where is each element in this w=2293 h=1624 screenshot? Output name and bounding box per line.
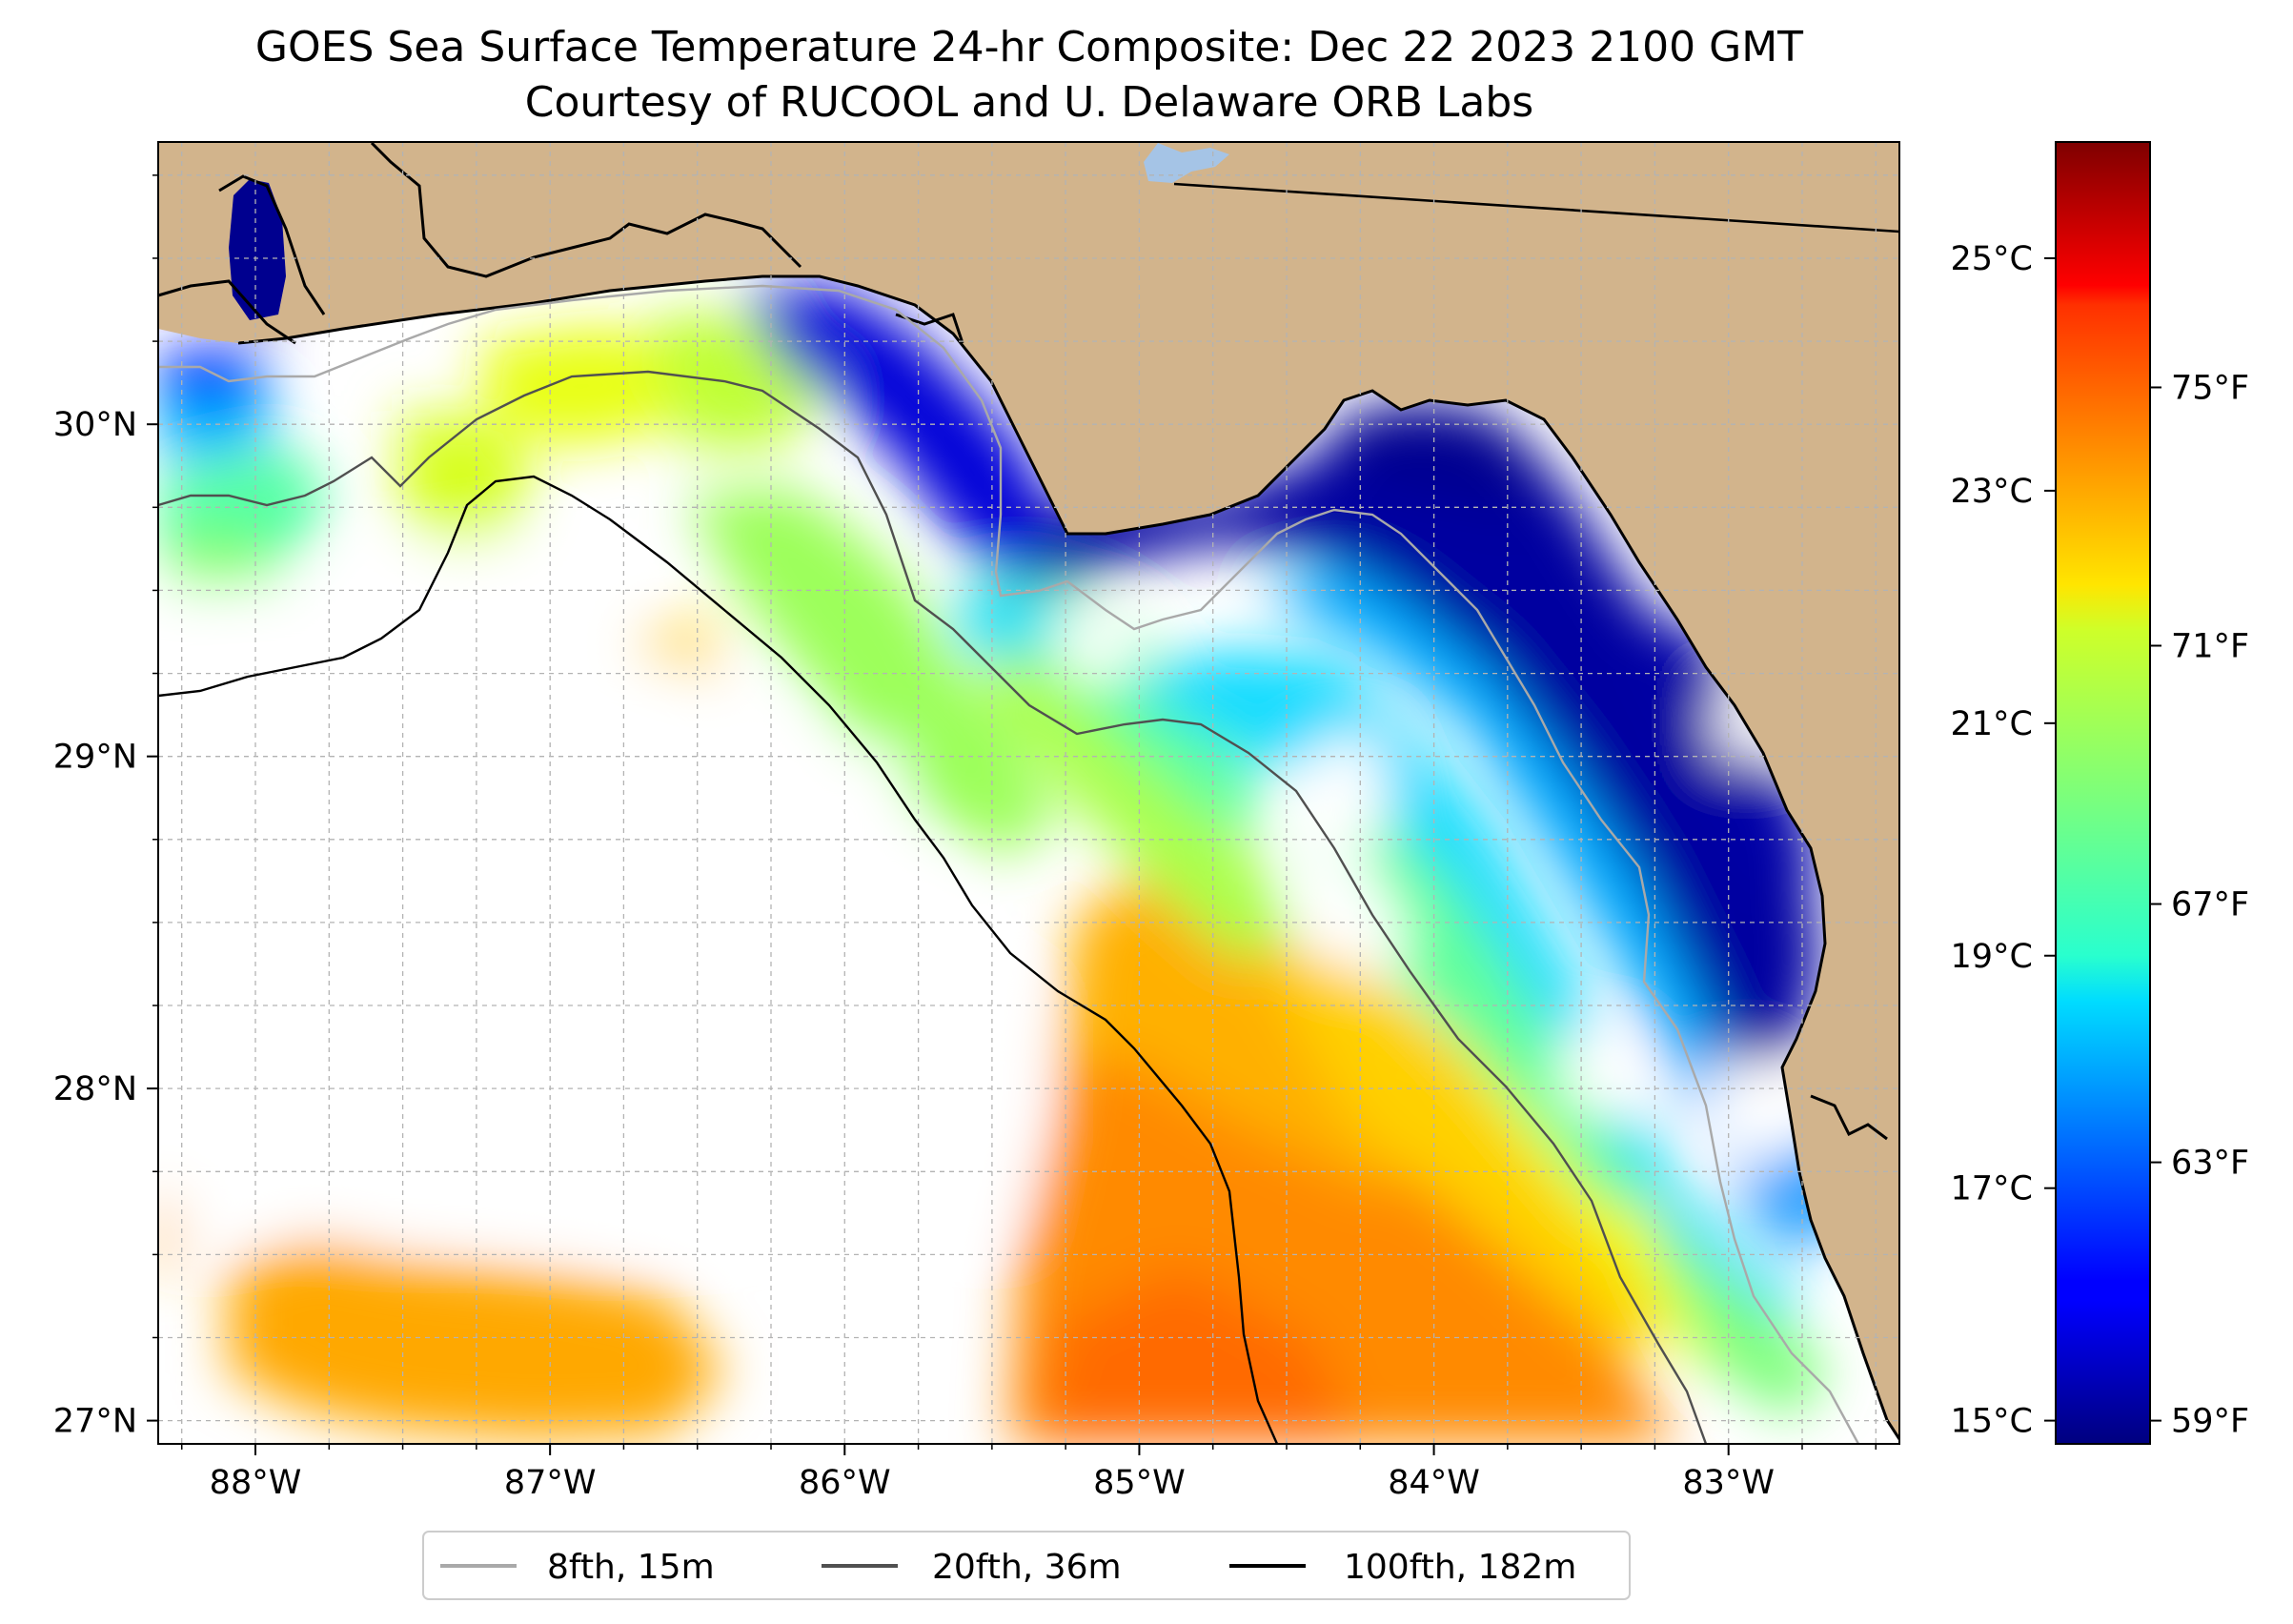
map-frame [157, 141, 1900, 1445]
fahrenheit-tick-label: 63°F [2171, 1145, 2249, 1183]
lon-tick-label: 85°W [1093, 1464, 1186, 1502]
colorbar-celsius-axis: 15°C 17°C 19°C 21°C 23°C 25°C [1951, 240, 2056, 1441]
lat-tick-label: 30°N [53, 406, 137, 444]
sst-nodata-holes [158, 534, 1792, 1239]
legend: 8fth, 15m 20fth, 36m 100fth, 182m [422, 1531, 1631, 1600]
celsius-tick-label: 25°C [1951, 240, 2033, 278]
lon-tick-label: 88°W [210, 1464, 302, 1502]
legend-label-20fth: 20fth, 36m [932, 1548, 1122, 1587]
sst-field [158, 181, 1887, 1444]
legend-label-8fth: 8fth, 15m [547, 1548, 715, 1587]
fahrenheit-tick-label: 59°F [2171, 1403, 2249, 1441]
fahrenheit-tick-label: 75°F [2171, 369, 2249, 407]
longitude-axis: 88°W 87°W 86°W 85°W 84°W 83°W [180, 1444, 1877, 1502]
land-north [158, 142, 1899, 1439]
lon-tick-label: 84°W [1388, 1464, 1480, 1502]
gridlines [158, 142, 1899, 1444]
map-title: GOES Sea Surface Temperature 24-hr Compo… [255, 23, 1803, 71]
isobath-20fth [158, 370, 1708, 1444]
lat-tick-label: 28°N [53, 1070, 137, 1108]
sst-map [158, 142, 1899, 1444]
lon-tick-label: 87°W [504, 1464, 597, 1502]
celsius-tick-label: 15°C [1951, 1403, 2033, 1441]
latitude-axis: 27°N 28°N 29°N 30°N [53, 174, 158, 1441]
legend-box [422, 1531, 1631, 1600]
isobath-lines [158, 284, 1860, 1444]
coastline [158, 142, 1899, 1440]
colorbar-gradient [2055, 141, 2151, 1445]
mobile-bay [229, 179, 286, 320]
state-border-line [1173, 182, 1899, 233]
celsius-tick-label: 19°C [1951, 938, 2033, 976]
celsius-tick-label: 21°C [1951, 705, 2033, 743]
map-subtitle: Courtesy of RUCOOL and U. Delaware ORB L… [525, 78, 1533, 127]
lat-tick-label: 27°N [53, 1403, 137, 1441]
lon-tick-label: 83°W [1682, 1464, 1775, 1502]
lon-tick-label: 86°W [799, 1464, 891, 1502]
colorbar: 15°C 17°C 19°C 21°C 23°C 25°C 59°F 63°F 67°F 71°… [1951, 141, 2249, 1445]
fahrenheit-tick-label: 67°F [2171, 886, 2249, 924]
isobath-8fth [158, 284, 1860, 1444]
land-mass [158, 142, 1899, 1439]
colorbar-fahrenheit-axis: 59°F 63°F 67°F 71°F 75°F [2150, 369, 2249, 1441]
lat-tick-label: 29°N [53, 739, 137, 777]
celsius-tick-label: 23°C [1951, 473, 2033, 511]
celsius-tick-label: 17°C [1951, 1170, 2033, 1208]
legend-label-100fth: 100fth, 182m [1344, 1548, 1576, 1587]
lake-okeechobee-fragment [1144, 143, 1229, 183]
isobath-100fth [158, 475, 1279, 1444]
fahrenheit-tick-label: 71°F [2171, 628, 2249, 666]
